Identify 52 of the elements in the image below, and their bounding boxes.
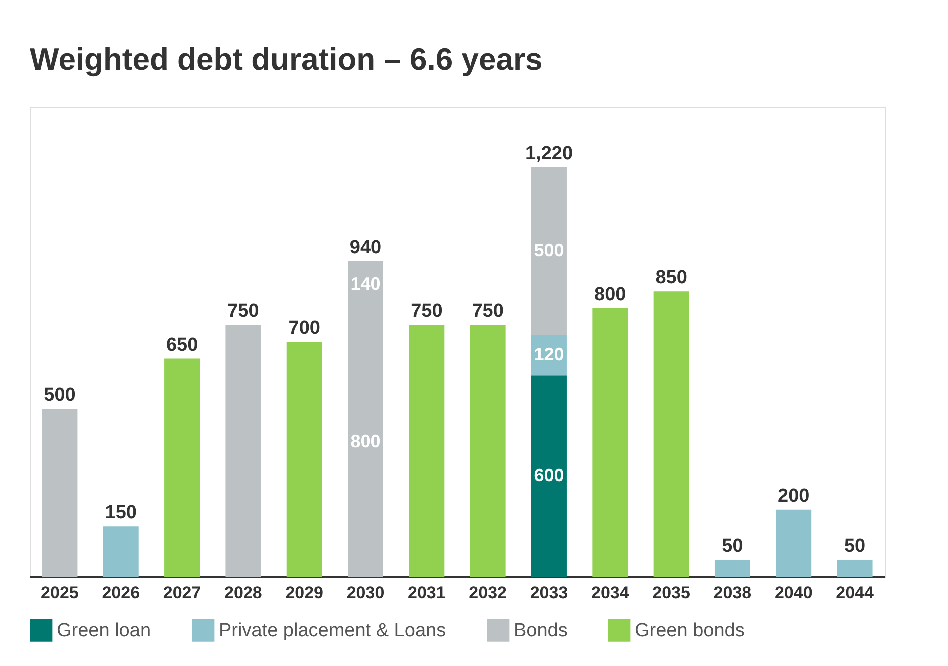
- x-tick-label: 2027: [163, 584, 202, 602]
- total-label: 700: [288, 318, 320, 339]
- total-label: 150: [105, 502, 137, 524]
- bar: [409, 325, 445, 577]
- total-label: 1,220: [525, 143, 574, 164]
- bar: [42, 409, 78, 577]
- total-label: 940: [350, 237, 382, 258]
- chart-title: Weighted debt duration – 6.6 years: [30, 42, 543, 77]
- bar: [103, 526, 139, 577]
- x-tick-label: 2034: [591, 584, 630, 602]
- bar: [532, 167, 567, 336]
- x-tick-label: 2028: [224, 584, 262, 602]
- data-label: 120: [534, 344, 564, 364]
- legend-label: Green bonds: [635, 620, 745, 642]
- x-tick-label: 2044: [836, 584, 874, 602]
- x-tick-label: 2031: [408, 584, 446, 602]
- bar: [714, 560, 750, 577]
- data-label: 140: [350, 274, 381, 294]
- total-label: 50: [722, 536, 744, 558]
- x-tick-label: 2040: [774, 584, 813, 602]
- x-tick-label: 2033: [530, 584, 568, 602]
- total-label: 50: [844, 536, 866, 558]
- bar: [654, 292, 690, 577]
- legend-label: Green loan: [57, 620, 152, 642]
- total-label: 500: [44, 385, 76, 406]
- bar: [286, 342, 322, 577]
- total-label: 850: [656, 268, 688, 289]
- bar: [776, 510, 812, 577]
- x-tick-label: 2029: [286, 584, 324, 602]
- bar: [226, 325, 262, 577]
- total-label: 650: [166, 334, 198, 356]
- bar: [592, 308, 628, 577]
- legend-label: Private placement & Loans: [219, 620, 446, 642]
- data-label: 500: [534, 240, 564, 260]
- x-tick-label: 2038: [714, 584, 752, 602]
- bar: [164, 358, 200, 577]
- x-tick-label: 2035: [652, 584, 690, 602]
- x-tick-label: 2032: [469, 584, 507, 602]
- x-tick-label: 2025: [41, 584, 79, 602]
- total-label: 750: [228, 301, 260, 322]
- total-label: 750: [472, 301, 504, 322]
- legend-label: Bonds: [514, 620, 568, 642]
- bar: [532, 376, 567, 577]
- bar: [837, 560, 873, 577]
- data-label: 800: [350, 432, 381, 452]
- data-label: 600: [534, 465, 564, 486]
- total-label: 800: [594, 284, 626, 306]
- total-label: 750: [411, 301, 443, 322]
- x-tick-label: 2026: [102, 584, 140, 602]
- x-tick-label: 2030: [346, 584, 385, 602]
- bar: [470, 325, 506, 577]
- total-label: 200: [778, 486, 810, 507]
